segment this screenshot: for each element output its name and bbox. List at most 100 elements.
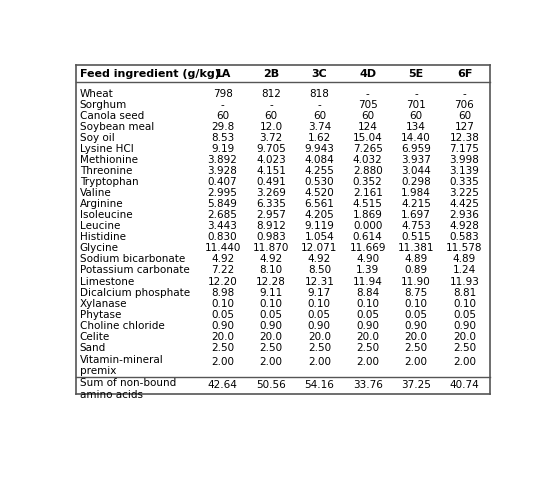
Text: 3.74: 3.74: [307, 122, 331, 132]
Text: 29.8: 29.8: [211, 122, 234, 132]
Text: Threonine: Threonine: [80, 166, 132, 176]
Text: 0.89: 0.89: [404, 265, 428, 275]
Text: 3.72: 3.72: [260, 133, 283, 143]
Text: 0.10: 0.10: [260, 299, 283, 309]
Text: 54.16: 54.16: [304, 380, 334, 391]
Text: 2.880: 2.880: [353, 166, 383, 176]
Text: 0.530: 0.530: [305, 177, 334, 187]
Text: 6F: 6F: [456, 68, 472, 78]
Text: 2.50: 2.50: [308, 343, 331, 353]
Text: Canola seed: Canola seed: [80, 111, 144, 121]
Text: 3.044: 3.044: [401, 166, 431, 176]
Text: 5.849: 5.849: [208, 199, 238, 209]
Text: -: -: [221, 100, 224, 110]
Text: 0.830: 0.830: [208, 232, 238, 242]
Text: Sodium bicarbonate: Sodium bicarbonate: [80, 254, 185, 264]
Text: 60: 60: [458, 111, 471, 121]
Text: 1.054: 1.054: [305, 232, 334, 242]
Text: 20.0: 20.0: [308, 332, 331, 342]
Text: 4.92: 4.92: [260, 254, 283, 264]
Text: 0.05: 0.05: [260, 310, 283, 320]
Text: 11.93: 11.93: [449, 276, 480, 286]
Text: 0.90: 0.90: [356, 321, 379, 331]
Text: 7.22: 7.22: [211, 265, 234, 275]
Text: 0.983: 0.983: [256, 232, 286, 242]
Text: 3.892: 3.892: [208, 155, 238, 165]
Text: Potassium carbonate: Potassium carbonate: [80, 265, 190, 275]
Text: 12.20: 12.20: [208, 276, 238, 286]
Text: 0.10: 0.10: [453, 299, 476, 309]
Text: 9.943: 9.943: [304, 144, 334, 154]
Text: 4.255: 4.255: [304, 166, 334, 176]
Text: Soybean meal: Soybean meal: [80, 122, 154, 132]
Text: 0.335: 0.335: [449, 177, 480, 187]
Text: 12.38: 12.38: [449, 133, 480, 143]
Text: 11.669: 11.669: [349, 243, 386, 253]
Text: 0.90: 0.90: [211, 321, 234, 331]
Text: 2.00: 2.00: [260, 357, 283, 367]
Text: 2.50: 2.50: [453, 343, 476, 353]
Text: 705: 705: [358, 100, 378, 110]
Text: Leucine: Leucine: [80, 221, 120, 231]
Text: 4.215: 4.215: [401, 199, 431, 209]
Text: 0.90: 0.90: [308, 321, 331, 331]
Text: Sorghum: Sorghum: [80, 100, 127, 110]
Text: 0.90: 0.90: [405, 321, 427, 331]
Text: 1.24: 1.24: [453, 265, 476, 275]
Text: 20.0: 20.0: [260, 332, 283, 342]
Text: 3.937: 3.937: [401, 155, 431, 165]
Text: 3.139: 3.139: [449, 166, 480, 176]
Text: Valine: Valine: [80, 188, 112, 198]
Text: 42.64: 42.64: [208, 380, 238, 391]
Text: 3C: 3C: [311, 68, 327, 78]
Text: 37.25: 37.25: [401, 380, 431, 391]
Text: 5E: 5E: [409, 68, 424, 78]
Text: 0.05: 0.05: [211, 310, 234, 320]
Text: 11.578: 11.578: [446, 243, 483, 253]
Text: 2.50: 2.50: [356, 343, 380, 353]
Text: 8.84: 8.84: [356, 288, 380, 297]
Text: Tryptophan: Tryptophan: [80, 177, 139, 187]
Text: 7.265: 7.265: [353, 144, 383, 154]
Text: 2.00: 2.00: [211, 357, 234, 367]
Text: 1.984: 1.984: [401, 188, 431, 198]
Text: 798: 798: [213, 89, 233, 99]
Text: 0.10: 0.10: [405, 299, 427, 309]
Text: 60: 60: [313, 111, 326, 121]
Text: 0.05: 0.05: [405, 310, 427, 320]
Text: 8.81: 8.81: [453, 288, 476, 297]
Text: 8.53: 8.53: [211, 133, 234, 143]
Text: 9.19: 9.19: [211, 144, 234, 154]
Text: 4.89: 4.89: [453, 254, 476, 264]
Text: 9.119: 9.119: [304, 221, 334, 231]
Text: 15.04: 15.04: [353, 133, 383, 143]
Text: 4.425: 4.425: [449, 199, 480, 209]
Text: 0.352: 0.352: [353, 177, 383, 187]
Text: 12.28: 12.28: [256, 276, 286, 286]
Text: 701: 701: [406, 100, 426, 110]
Text: 60: 60: [216, 111, 229, 121]
Text: 2.685: 2.685: [208, 210, 238, 220]
Text: 11.381: 11.381: [398, 243, 434, 253]
Text: -: -: [269, 100, 273, 110]
Text: 2.50: 2.50: [260, 343, 283, 353]
Text: 4.92: 4.92: [307, 254, 331, 264]
Text: Limestone: Limestone: [80, 276, 134, 286]
Text: 706: 706: [455, 100, 474, 110]
Text: 3.269: 3.269: [256, 188, 286, 198]
Text: 7.175: 7.175: [449, 144, 480, 154]
Text: 4.032: 4.032: [353, 155, 383, 165]
Text: 2.00: 2.00: [356, 357, 379, 367]
Text: 8.912: 8.912: [256, 221, 286, 231]
Text: 12.31: 12.31: [304, 276, 334, 286]
Text: 20.0: 20.0: [356, 332, 379, 342]
Text: Celite: Celite: [80, 332, 110, 342]
Text: Choline chloride: Choline chloride: [80, 321, 164, 331]
Text: 4.205: 4.205: [305, 210, 334, 220]
Text: 818: 818: [310, 89, 329, 99]
Text: Sum of non-bound
amino acids: Sum of non-bound amino acids: [80, 378, 176, 400]
Text: 2B: 2B: [263, 68, 279, 78]
Text: 0.10: 0.10: [308, 299, 331, 309]
Text: 8.98: 8.98: [211, 288, 234, 297]
Text: 12.0: 12.0: [260, 122, 283, 132]
